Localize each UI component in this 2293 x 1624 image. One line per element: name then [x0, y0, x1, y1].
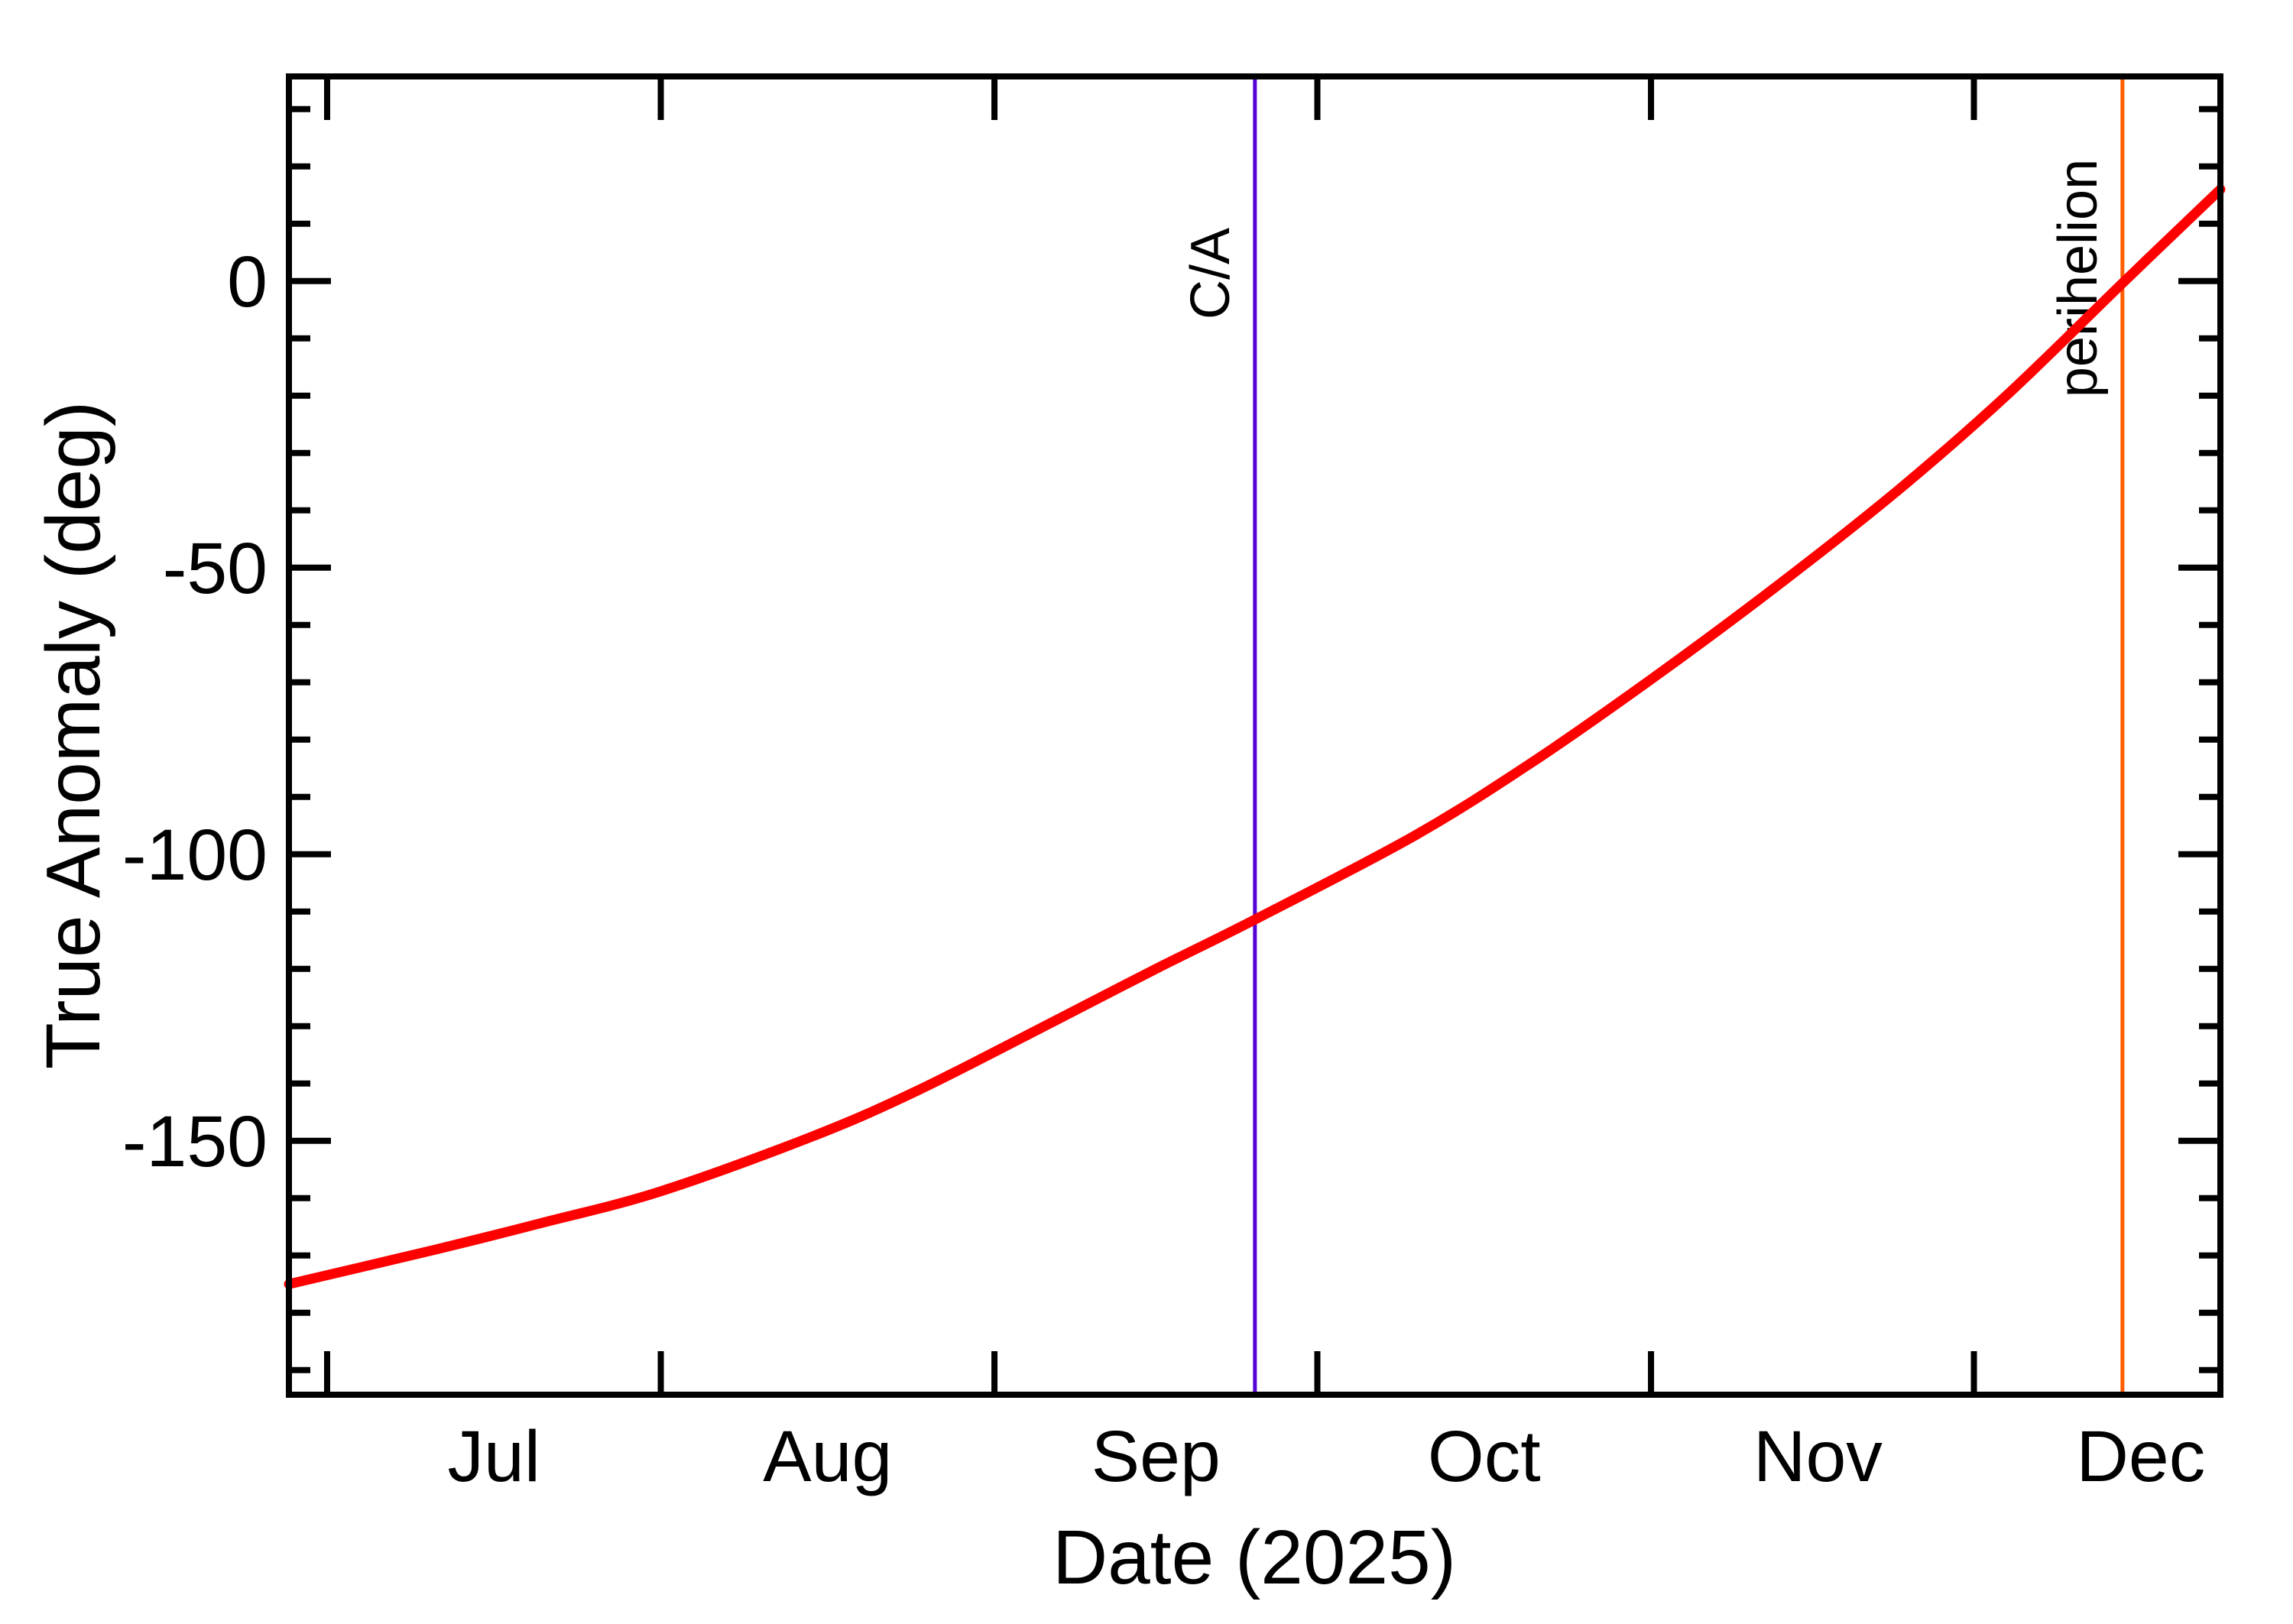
- axes-frame: [286, 73, 2223, 1398]
- x-tick-label: Sep: [1091, 1416, 1221, 1497]
- x-tick-label: Aug: [763, 1416, 892, 1497]
- marker-label-perihelion: perihelion: [2048, 159, 2109, 397]
- marker-lines: C/A perihelion: [1180, 76, 2125, 1395]
- y-tick-label: -150: [122, 1101, 268, 1182]
- x-tick-label: Dec: [2076, 1416, 2205, 1497]
- y-axis-title: True Anomaly (deg): [31, 401, 116, 1069]
- series-line-true-anomaly: [284, 184, 2226, 1289]
- y-tick-label: 0: [227, 241, 268, 323]
- x-tick-label: Nov: [1753, 1416, 1883, 1497]
- x-tick-label: Jul: [448, 1416, 540, 1497]
- series-layer: [284, 184, 2226, 1289]
- y-tick-label: -50: [163, 528, 268, 609]
- y-tick-label: -100: [122, 815, 268, 896]
- tick-label-layer: Jul Aug Sep Oct Nov Dec 0 -50 -100 -150: [122, 241, 2205, 1497]
- marker-label-ca: C/A: [1180, 228, 1241, 319]
- plot-frame: [286, 73, 2223, 1398]
- tick-layer: [289, 76, 2220, 1395]
- x-axis-title: Date (2025): [1052, 1515, 1456, 1600]
- x-tick-label: Oct: [1428, 1416, 1541, 1497]
